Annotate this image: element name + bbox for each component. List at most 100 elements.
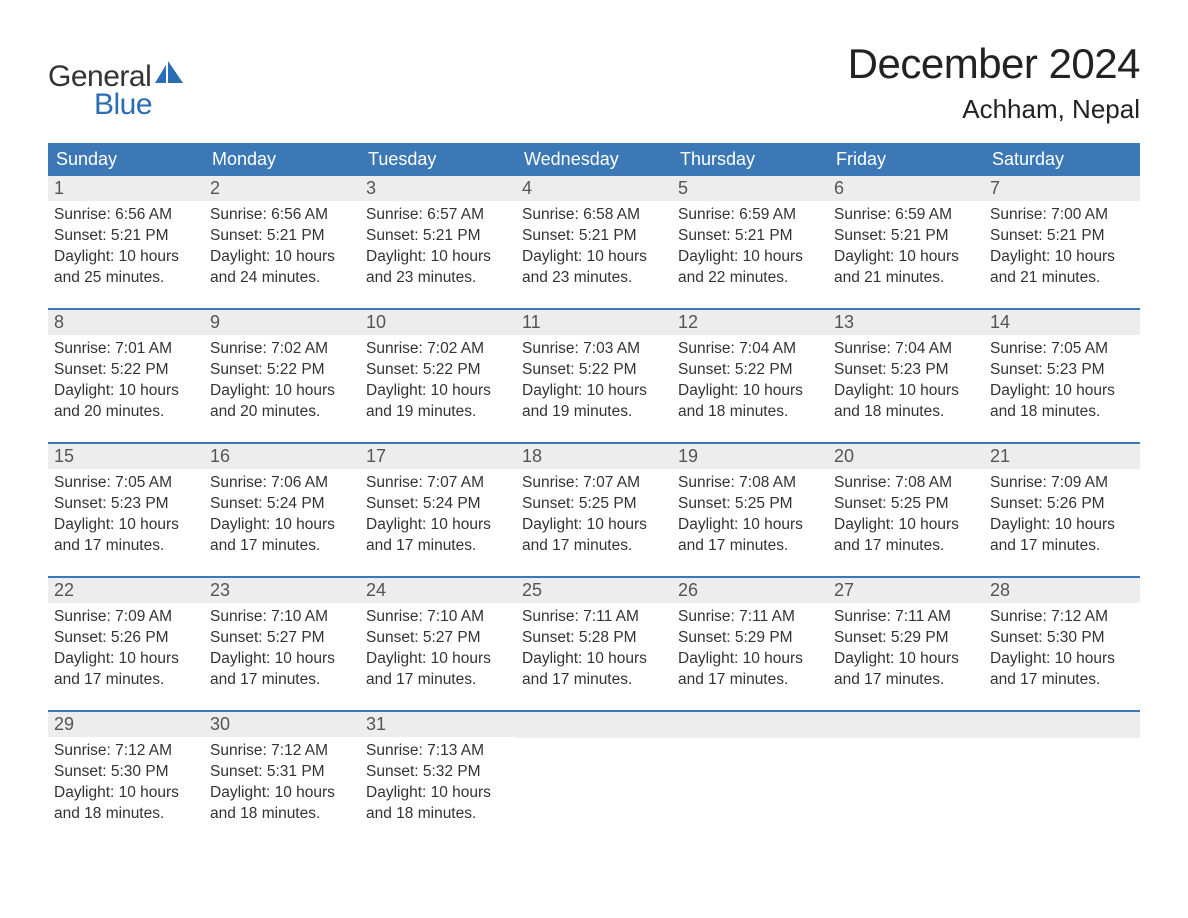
daylight-text-1: Daylight: 10 hours: [522, 381, 666, 402]
daylight-text-2: and 17 minutes.: [678, 536, 822, 557]
daylight-text-2: and 19 minutes.: [522, 402, 666, 423]
daylight-text-1: Daylight: 10 hours: [366, 381, 510, 402]
sunset-text: Sunset: 5:21 PM: [54, 226, 198, 247]
daylight-text-1: Daylight: 10 hours: [522, 247, 666, 268]
sunrise-text: Sunrise: 7:10 AM: [366, 607, 510, 628]
daylight-text-1: Daylight: 10 hours: [54, 783, 198, 804]
daylight-text-1: Daylight: 10 hours: [54, 381, 198, 402]
sunset-text: Sunset: 5:23 PM: [990, 360, 1134, 381]
sunset-text: Sunset: 5:22 PM: [366, 360, 510, 381]
day-content: Sunrise: 7:12 AMSunset: 5:31 PMDaylight:…: [204, 737, 360, 825]
day-cell: 8Sunrise: 7:01 AMSunset: 5:22 PMDaylight…: [48, 310, 204, 428]
day-number: 29: [48, 712, 204, 737]
day-cell: 1Sunrise: 6:56 AMSunset: 5:21 PMDaylight…: [48, 176, 204, 294]
day-header-wednesday: Wednesday: [516, 143, 672, 176]
day-content: Sunrise: 7:02 AMSunset: 5:22 PMDaylight:…: [204, 335, 360, 423]
day-number: 28: [984, 578, 1140, 603]
daylight-text-1: Daylight: 10 hours: [522, 515, 666, 536]
week-row: 8Sunrise: 7:01 AMSunset: 5:22 PMDaylight…: [48, 308, 1140, 428]
sunset-text: Sunset: 5:26 PM: [54, 628, 198, 649]
daylight-text-2: and 18 minutes.: [210, 804, 354, 825]
daylight-text-1: Daylight: 10 hours: [990, 649, 1134, 670]
daylight-text-1: Daylight: 10 hours: [834, 515, 978, 536]
week-row: 29Sunrise: 7:12 AMSunset: 5:30 PMDayligh…: [48, 710, 1140, 830]
day-cell: 14Sunrise: 7:05 AMSunset: 5:23 PMDayligh…: [984, 310, 1140, 428]
sunset-text: Sunset: 5:29 PM: [678, 628, 822, 649]
day-content: Sunrise: 7:11 AMSunset: 5:29 PMDaylight:…: [672, 603, 828, 691]
day-number: 19: [672, 444, 828, 469]
sunset-text: Sunset: 5:22 PM: [210, 360, 354, 381]
sunset-text: Sunset: 5:28 PM: [522, 628, 666, 649]
sunset-text: Sunset: 5:24 PM: [210, 494, 354, 515]
day-cell: 24Sunrise: 7:10 AMSunset: 5:27 PMDayligh…: [360, 578, 516, 696]
sunset-text: Sunset: 5:21 PM: [210, 226, 354, 247]
day-content: Sunrise: 7:05 AMSunset: 5:23 PMDaylight:…: [984, 335, 1140, 423]
day-content: Sunrise: 6:59 AMSunset: 5:21 PMDaylight:…: [828, 201, 984, 289]
sunset-text: Sunset: 5:30 PM: [54, 762, 198, 783]
sunset-text: Sunset: 5:21 PM: [522, 226, 666, 247]
day-cell: 2Sunrise: 6:56 AMSunset: 5:21 PMDaylight…: [204, 176, 360, 294]
day-content: Sunrise: 7:04 AMSunset: 5:23 PMDaylight:…: [828, 335, 984, 423]
day-content: Sunrise: 7:10 AMSunset: 5:27 PMDaylight:…: [204, 603, 360, 691]
day-number: [516, 712, 672, 738]
day-content: Sunrise: 7:09 AMSunset: 5:26 PMDaylight:…: [984, 469, 1140, 557]
day-content: Sunrise: 7:06 AMSunset: 5:24 PMDaylight:…: [204, 469, 360, 557]
sunrise-text: Sunrise: 7:12 AM: [54, 741, 198, 762]
day-number: 12: [672, 310, 828, 335]
sunrise-text: Sunrise: 7:04 AM: [834, 339, 978, 360]
day-number: [984, 712, 1140, 738]
week-row: 1Sunrise: 6:56 AMSunset: 5:21 PMDaylight…: [48, 176, 1140, 294]
daylight-text-1: Daylight: 10 hours: [210, 649, 354, 670]
day-cell: 17Sunrise: 7:07 AMSunset: 5:24 PMDayligh…: [360, 444, 516, 562]
day-content: Sunrise: 7:09 AMSunset: 5:26 PMDaylight:…: [48, 603, 204, 691]
day-content: Sunrise: 6:57 AMSunset: 5:21 PMDaylight:…: [360, 201, 516, 289]
sunrise-text: Sunrise: 7:08 AM: [678, 473, 822, 494]
day-number: 2: [204, 176, 360, 201]
daylight-text-2: and 17 minutes.: [366, 670, 510, 691]
day-cell: 4Sunrise: 6:58 AMSunset: 5:21 PMDaylight…: [516, 176, 672, 294]
day-number: 26: [672, 578, 828, 603]
day-content: Sunrise: 7:11 AMSunset: 5:28 PMDaylight:…: [516, 603, 672, 691]
day-cell: [828, 712, 984, 830]
sunrise-text: Sunrise: 7:05 AM: [990, 339, 1134, 360]
sunset-text: Sunset: 5:24 PM: [366, 494, 510, 515]
day-cell: 3Sunrise: 6:57 AMSunset: 5:21 PMDaylight…: [360, 176, 516, 294]
day-header-thursday: Thursday: [672, 143, 828, 176]
day-number: 4: [516, 176, 672, 201]
daylight-text-2: and 17 minutes.: [678, 670, 822, 691]
sunset-text: Sunset: 5:23 PM: [54, 494, 198, 515]
day-number: 22: [48, 578, 204, 603]
day-number: 13: [828, 310, 984, 335]
sunrise-text: Sunrise: 7:02 AM: [210, 339, 354, 360]
daylight-text-1: Daylight: 10 hours: [834, 649, 978, 670]
sunset-text: Sunset: 5:27 PM: [366, 628, 510, 649]
day-header-saturday: Saturday: [984, 143, 1140, 176]
sunset-text: Sunset: 5:21 PM: [678, 226, 822, 247]
daylight-text-2: and 18 minutes.: [834, 402, 978, 423]
sunrise-text: Sunrise: 7:01 AM: [54, 339, 198, 360]
day-number: 14: [984, 310, 1140, 335]
day-number: 6: [828, 176, 984, 201]
daylight-text-1: Daylight: 10 hours: [210, 783, 354, 804]
sunset-text: Sunset: 5:31 PM: [210, 762, 354, 783]
day-cell: 25Sunrise: 7:11 AMSunset: 5:28 PMDayligh…: [516, 578, 672, 696]
daylight-text-1: Daylight: 10 hours: [54, 247, 198, 268]
sunrise-text: Sunrise: 7:07 AM: [522, 473, 666, 494]
day-cell: 6Sunrise: 6:59 AMSunset: 5:21 PMDaylight…: [828, 176, 984, 294]
logo-sail-icon: [155, 61, 183, 88]
daylight-text-2: and 23 minutes.: [366, 268, 510, 289]
day-cell: 20Sunrise: 7:08 AMSunset: 5:25 PMDayligh…: [828, 444, 984, 562]
logo: General Blue: [48, 40, 183, 122]
day-cell: 15Sunrise: 7:05 AMSunset: 5:23 PMDayligh…: [48, 444, 204, 562]
page-subtitle: Achham, Nepal: [848, 94, 1140, 125]
calendar: Sunday Monday Tuesday Wednesday Thursday…: [48, 143, 1140, 830]
day-number: 15: [48, 444, 204, 469]
sunset-text: Sunset: 5:23 PM: [834, 360, 978, 381]
day-content: Sunrise: 6:56 AMSunset: 5:21 PMDaylight:…: [204, 201, 360, 289]
daylight-text-2: and 18 minutes.: [366, 804, 510, 825]
daylight-text-2: and 19 minutes.: [366, 402, 510, 423]
daylight-text-1: Daylight: 10 hours: [990, 515, 1134, 536]
day-number: [672, 712, 828, 738]
day-content: Sunrise: 7:04 AMSunset: 5:22 PMDaylight:…: [672, 335, 828, 423]
daylight-text-1: Daylight: 10 hours: [54, 649, 198, 670]
